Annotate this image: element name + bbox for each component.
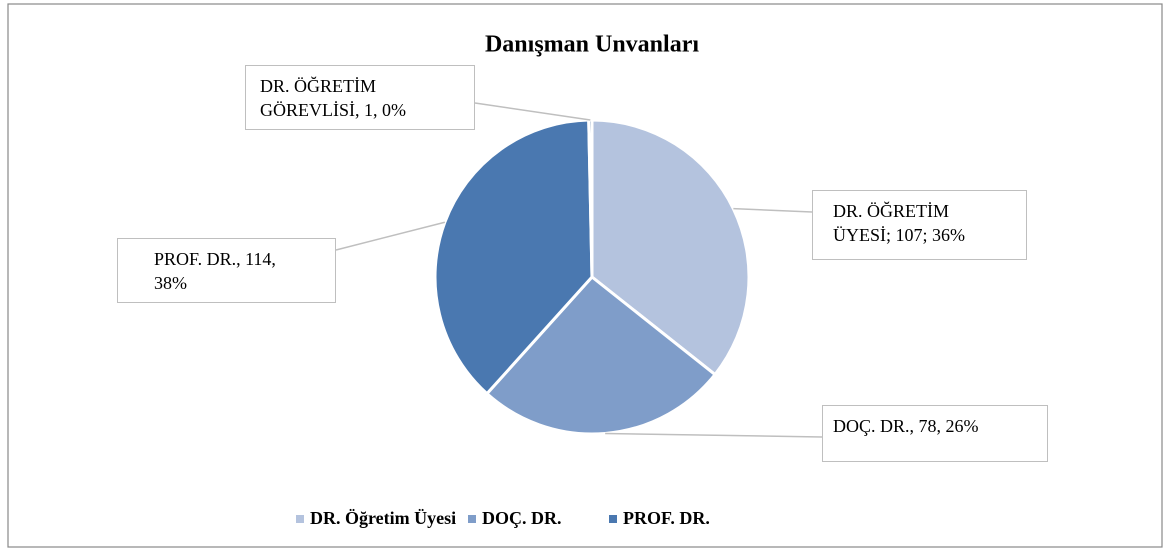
legend-label: DR. Öğretim Üyesi — [310, 508, 457, 528]
data-label: PROF. DR., 114, 38% — [117, 238, 336, 303]
legend-label: PROF. DR. — [623, 508, 710, 528]
data-label: DR. ÖĞRETİM GÖREVLİSİ, 1, 0% — [245, 65, 475, 130]
data-label: DOÇ. DR., 78, 26% — [822, 405, 1048, 462]
leader-line — [335, 221, 446, 251]
pie-slice — [590, 118, 751, 377]
leader-line — [733, 207, 813, 213]
legend-label: DOÇ. DR. — [482, 508, 562, 528]
chart-title: Danışman Unvanları — [485, 32, 699, 58]
legend-swatch — [296, 514, 304, 523]
legend-swatch — [609, 514, 617, 523]
legend-swatch — [468, 514, 476, 523]
leader-line — [474, 102, 591, 121]
legend-item: DOÇ. DR. — [468, 508, 562, 529]
data-label: DR. ÖĞRETİM ÜYESİ; 107; 36% — [812, 190, 1027, 260]
leader-line — [605, 432, 823, 438]
pie-slice — [484, 274, 718, 436]
legend-item: PROF. DR. — [609, 508, 710, 529]
legend-item: DR. Öğretim Üyesi — [296, 508, 456, 529]
